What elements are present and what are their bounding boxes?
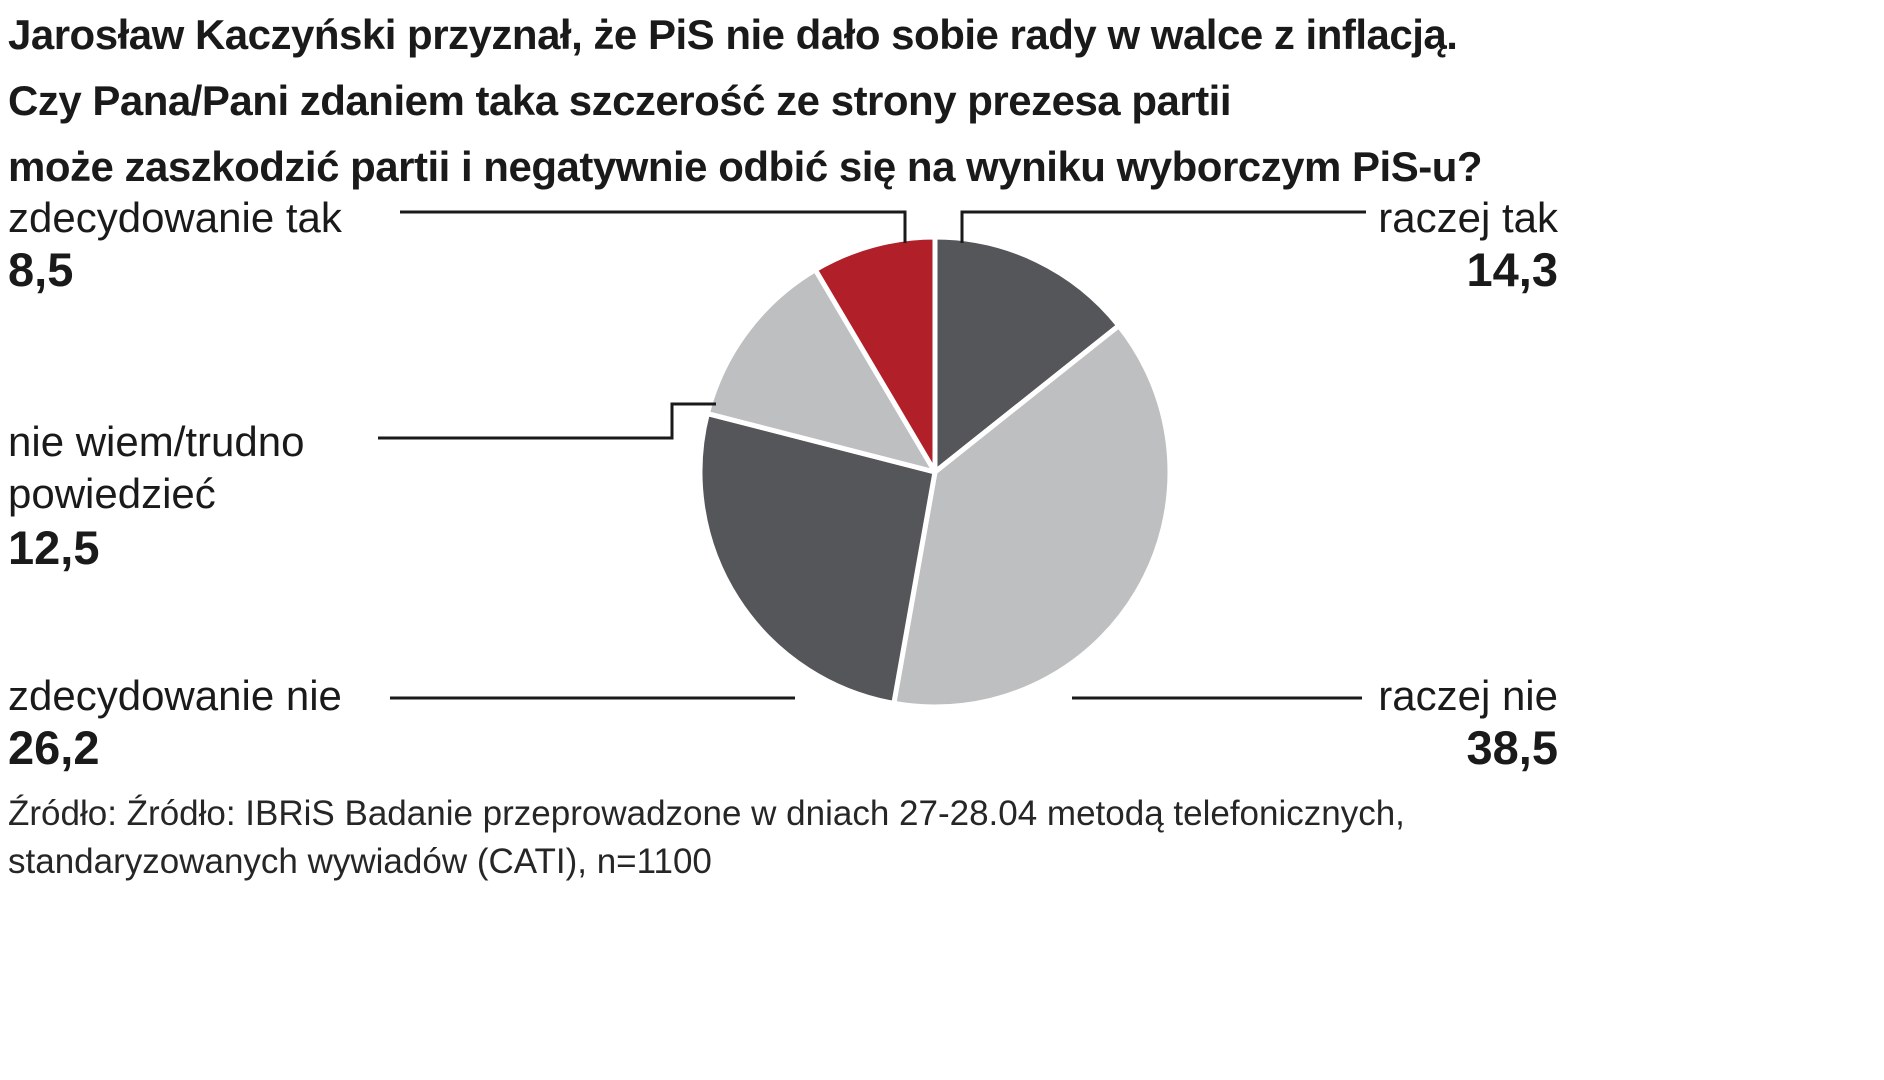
leader-zdecydowanie-tak (400, 210, 907, 243)
source-line-1: Źródło: Źródło: IBRiS Badanie przeprowad… (8, 794, 1405, 833)
value-raczej-tak: 14,3 (1466, 243, 1558, 296)
value-nie-wiem: 12,5 (8, 521, 100, 574)
title-line-2: Czy Pana/Pani zdaniem taka szczerość ze … (8, 77, 1232, 124)
pie-slice-zdecydowanie-tak (812, 234, 938, 475)
leader-lines (378, 210, 1366, 700)
label-zdecydowanie-tak: zdecydowanie tak (8, 194, 342, 241)
label-nie-wiem: nie wiem/trudno powiedzieć (8, 416, 304, 520)
label-raczej-nie: raczej nie (1378, 672, 1558, 719)
value-raczej-nie: 38,5 (1466, 721, 1558, 774)
title-line-1: Jarosław Kaczyński przyznał, że PiS nie … (8, 11, 1458, 58)
title-line-3: może zaszkodzić partii i negatywnie odbi… (8, 143, 1483, 190)
value-zdecydowanie-nie: 26,2 (8, 721, 100, 774)
value-zdecydowanie-tak: 8,5 (8, 243, 74, 296)
pie-chart (697, 234, 1173, 710)
label-zdecydowanie-nie: zdecydowanie nie (8, 672, 342, 719)
pie-slice-nie-wiem-trudno-powiedzieć (704, 267, 938, 475)
label-nie-wiem-line-2: powiedzieć (8, 470, 216, 517)
pie-slice-zdecydowanie-nie (697, 411, 938, 706)
source-line-2: standaryzowanych wywiadów (CATI), n=1100 (8, 842, 712, 881)
pie-slice-raczej-tak (932, 234, 1122, 475)
label-nie-wiem-line-1: nie wiem/trudno (8, 418, 305, 465)
chart-title: Jarosław Kaczyński przyznał, że PiS nie … (8, 2, 1483, 200)
leader-raczej-tak (960, 210, 1366, 243)
pie-slice-raczej-nie (891, 323, 1173, 710)
leader-nie-wiem (378, 402, 716, 440)
source-note: Źródło: Źródło: IBRiS Badanie przeprowad… (8, 790, 1405, 886)
label-raczej-tak: raczej tak (1378, 194, 1558, 241)
